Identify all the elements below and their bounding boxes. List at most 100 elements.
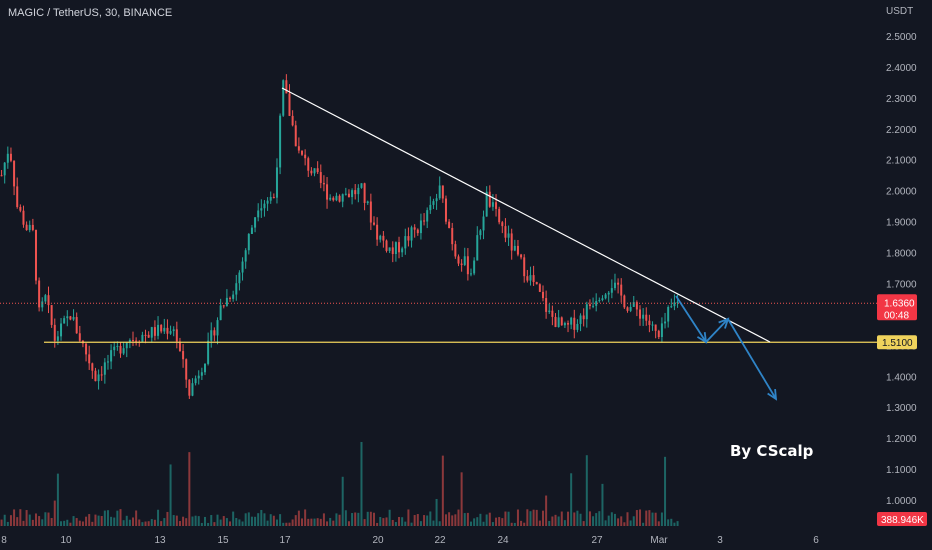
candle-body[interactable] (673, 302, 676, 307)
candle-body[interactable] (244, 250, 247, 262)
candle-body[interactable] (119, 345, 122, 354)
candle-body[interactable] (613, 282, 616, 289)
candle-body[interactable] (401, 248, 404, 253)
candle-body[interactable] (266, 200, 269, 204)
candle-body[interactable] (416, 229, 419, 234)
candle-body[interactable] (197, 375, 200, 379)
candle-body[interactable] (372, 222, 375, 225)
candle-body[interactable] (122, 348, 125, 354)
candle-body[interactable] (435, 198, 438, 202)
candle-body[interactable] (279, 115, 282, 168)
candle-body[interactable] (642, 314, 645, 319)
candle-body[interactable] (451, 227, 454, 245)
price-axis[interactable]: USDT 2.5000 2.4000 2.3000 2.2000 2.1000 2.0000… (877, 6, 927, 526)
candle-body[interactable] (657, 330, 660, 337)
candle-body[interactable] (398, 242, 401, 253)
candle-body[interactable] (470, 273, 473, 275)
candle-body[interactable] (229, 297, 232, 299)
candle-body[interactable] (250, 227, 253, 234)
candle-body[interactable] (150, 327, 153, 338)
candle-body[interactable] (182, 351, 185, 360)
candle-body[interactable] (585, 304, 588, 320)
candle-body[interactable] (297, 146, 300, 151)
candle-body[interactable] (291, 115, 294, 126)
candle-body[interactable] (501, 222, 504, 227)
candle-body[interactable] (157, 324, 160, 336)
candle-body[interactable] (520, 254, 523, 258)
candle-body[interactable] (72, 317, 75, 320)
candle-body[interactable] (94, 370, 97, 382)
candle-body[interactable] (523, 257, 526, 277)
candle-body[interactable] (260, 208, 263, 211)
candle-body[interactable] (225, 297, 228, 306)
candle-body[interactable] (110, 350, 113, 362)
candle-body[interactable] (304, 154, 307, 159)
candle-body[interactable] (576, 323, 579, 330)
candle-body[interactable] (210, 330, 213, 341)
candle-body[interactable] (567, 323, 570, 325)
candle-body[interactable] (444, 198, 447, 222)
candle-body[interactable] (60, 323, 63, 337)
candle-body[interactable] (601, 298, 604, 301)
candle-body[interactable] (607, 292, 610, 295)
candle-body[interactable] (491, 202, 494, 207)
candle-body[interactable] (485, 191, 488, 217)
candle-body[interactable] (19, 206, 22, 211)
candle-body[interactable] (316, 168, 319, 173)
candle-body[interactable] (347, 193, 350, 198)
candle-body[interactable] (185, 359, 188, 380)
candle-body[interactable] (363, 183, 366, 203)
candle-body[interactable] (116, 345, 119, 347)
candle-body[interactable] (592, 305, 595, 307)
candle-body[interactable] (141, 334, 144, 343)
candle-body[interactable] (466, 256, 469, 275)
candle-body[interactable] (9, 153, 12, 161)
candle-body[interactable] (460, 263, 463, 265)
candle-body[interactable] (194, 378, 197, 384)
candle-body[interactable] (648, 320, 651, 325)
candle-body[interactable] (379, 235, 382, 240)
candle-body[interactable] (510, 233, 513, 251)
candle-body[interactable] (617, 282, 620, 285)
candle-body[interactable] (282, 80, 285, 116)
candle-body[interactable] (85, 343, 88, 355)
candle-body[interactable] (388, 247, 391, 251)
candle-body[interactable] (360, 183, 363, 188)
candle-body[interactable] (498, 208, 501, 223)
candle-body[interactable] (635, 302, 638, 310)
candle-body[interactable] (263, 203, 266, 209)
candle-body[interactable] (660, 323, 663, 337)
candle-body[interactable] (63, 318, 66, 324)
candle-body[interactable] (166, 327, 169, 334)
candle-body[interactable] (69, 316, 72, 320)
candle-body[interactable] (476, 235, 479, 261)
candle-body[interactable] (219, 305, 222, 321)
candle-body[interactable] (654, 324, 657, 331)
candle-body[interactable] (463, 256, 466, 265)
candle-body[interactable] (407, 236, 410, 241)
candle-body[interactable] (257, 210, 260, 218)
candle-body[interactable] (38, 280, 41, 308)
candle-body[interactable] (507, 233, 510, 238)
candle-body[interactable] (301, 150, 304, 155)
candle-body[interactable] (310, 170, 313, 174)
candle-body[interactable] (604, 294, 607, 299)
candle-body[interactable] (213, 330, 216, 336)
candle-body[interactable] (535, 282, 538, 285)
candle-body[interactable] (41, 301, 44, 308)
candle-body[interactable] (620, 284, 623, 296)
candle-body[interactable] (200, 372, 203, 376)
candle-body[interactable] (50, 305, 53, 325)
candle-body[interactable] (391, 247, 394, 255)
candle-body[interactable] (307, 158, 310, 171)
candle-body[interactable] (319, 172, 322, 183)
candle-body[interactable] (651, 324, 654, 326)
trend-line[interactable] (281, 87, 771, 343)
candle-body[interactable] (31, 224, 34, 230)
candle-body[interactable] (385, 240, 388, 251)
candle-body[interactable] (570, 317, 573, 325)
candle-body[interactable] (100, 374, 103, 376)
candle-body[interactable] (0, 175, 3, 177)
candle-body[interactable] (639, 309, 642, 319)
